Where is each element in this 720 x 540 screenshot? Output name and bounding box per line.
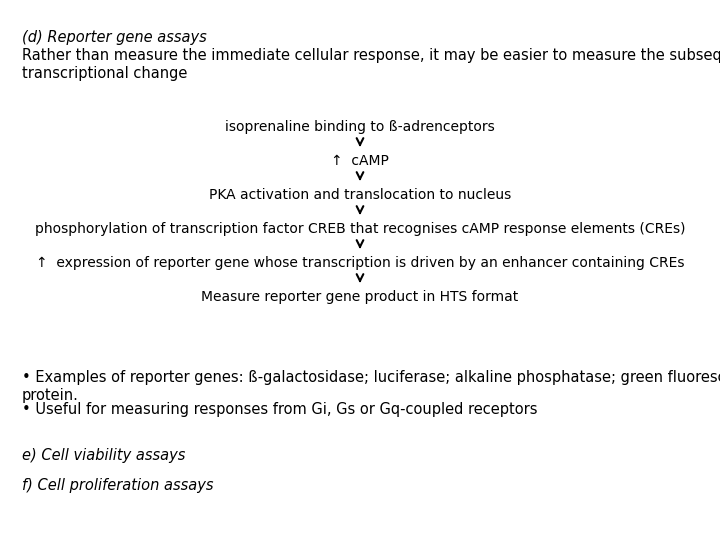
Text: ↑  cAMP: ↑ cAMP xyxy=(331,154,389,168)
Text: phosphorylation of transcription factor CREB that recognises cAMP response eleme: phosphorylation of transcription factor … xyxy=(35,222,685,236)
Text: transcriptional change: transcriptional change xyxy=(22,66,187,81)
Text: (d) Reporter gene assays: (d) Reporter gene assays xyxy=(22,30,207,45)
Text: • Examples of reporter genes: ß-galactosidase; luciferase; alkaline phosphatase;: • Examples of reporter genes: ß-galactos… xyxy=(22,370,720,385)
Text: e) Cell viability assays: e) Cell viability assays xyxy=(22,448,185,463)
Text: Rather than measure the immediate cellular response, it may be easier to measure: Rather than measure the immediate cellul… xyxy=(22,48,720,63)
Text: Measure reporter gene product in HTS format: Measure reporter gene product in HTS for… xyxy=(202,290,518,304)
Text: f) Cell proliferation assays: f) Cell proliferation assays xyxy=(22,478,214,493)
Text: isoprenaline binding to ß-adrenceptors: isoprenaline binding to ß-adrenceptors xyxy=(225,120,495,134)
Text: protein.: protein. xyxy=(22,388,79,403)
Text: ↑  expression of reporter gene whose transcription is driven by an enhancer cont: ↑ expression of reporter gene whose tran… xyxy=(36,256,684,270)
Text: • Useful for measuring responses from Gi, Gs or Gq-coupled receptors: • Useful for measuring responses from Gi… xyxy=(22,402,538,417)
Text: PKA activation and translocation to nucleus: PKA activation and translocation to nucl… xyxy=(209,188,511,202)
